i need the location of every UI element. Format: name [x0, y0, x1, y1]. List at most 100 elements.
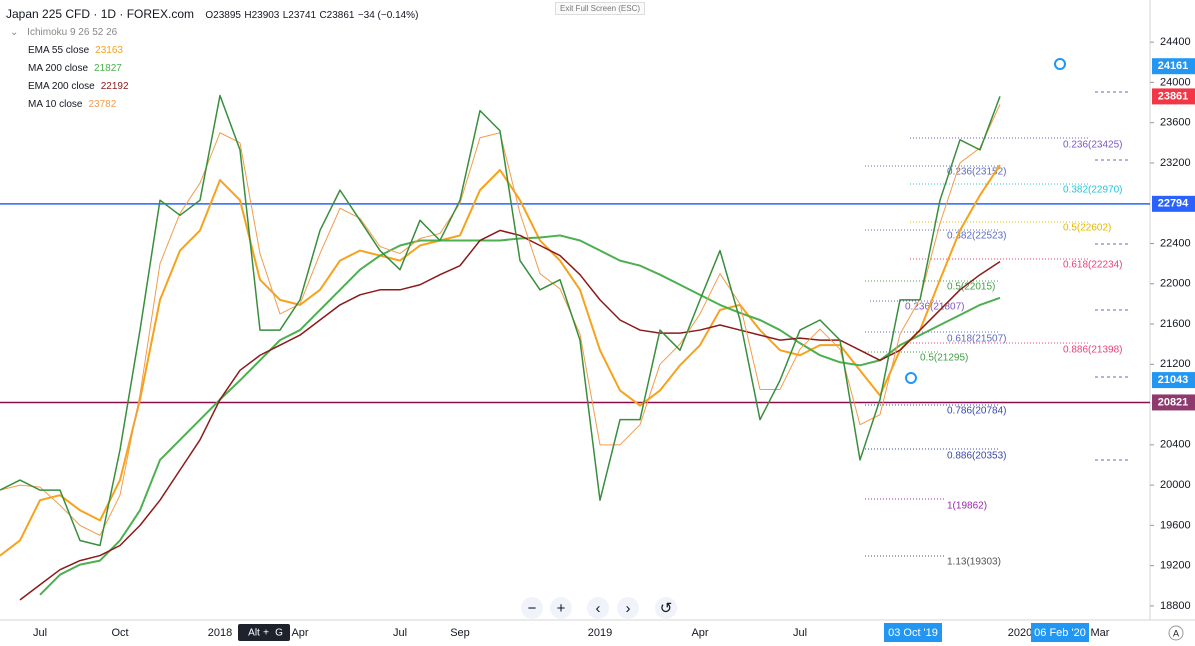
y-tick-label: 23200 [1160, 157, 1191, 169]
shortcut-bg [238, 624, 290, 641]
nav-button-bg [655, 597, 677, 619]
y-tick-label: 19600 [1160, 519, 1191, 531]
nav-button-icon: ↺ [660, 600, 673, 617]
y-tick-label: 20400 [1160, 439, 1191, 451]
x-tick-label: Sep [450, 627, 470, 639]
y-tick-label: 21200 [1160, 358, 1191, 370]
y-tick-label: 20000 [1160, 479, 1191, 491]
crosshair-label: 06 Feb '20 [1034, 627, 1086, 639]
drawing-anchor [1054, 58, 1066, 70]
fib-label: 0.618(21507) [947, 334, 1007, 345]
nav-button-bg [550, 597, 572, 619]
nav-button-icon: › [626, 600, 631, 617]
price-label: 22794 [1158, 198, 1189, 210]
nav-button-bg [617, 597, 639, 619]
study-legend[interactable]: ⌄ Ichimoku 9 26 52 26 [10, 27, 118, 38]
header: Japan 225 CFD · 1D · FOREX.com O23895 H2… [6, 7, 418, 21]
x-tick-label: Apr [291, 627, 308, 639]
legend-name: EMA 55 close [28, 45, 90, 56]
x-tick-label: 2019 [588, 627, 612, 639]
nav-button[interactable]: − [521, 597, 543, 619]
legend-value: 22192 [100, 81, 129, 92]
crosshair-label: 03 Oct '19 [888, 627, 938, 639]
auto-scale-icon: A [1173, 628, 1179, 638]
y-tick-label: 19200 [1160, 560, 1191, 572]
y-tick-label: 18800 [1160, 600, 1191, 612]
shortcut-key: G [275, 628, 283, 639]
fib-label: 0.886(21398) [1063, 345, 1123, 356]
y-tick-label: 24400 [1160, 36, 1191, 48]
fib-label: 0.5(21295) [920, 353, 968, 364]
nav-button[interactable]: › [617, 597, 639, 619]
fib-label: 1(19862) [947, 501, 987, 512]
price-label-bg [1152, 195, 1195, 212]
nav-button-bg [587, 597, 609, 619]
nav-button[interactable]: ↺ [655, 597, 677, 619]
price-label-bg [1152, 372, 1195, 389]
y-tick-label: 21600 [1160, 318, 1191, 330]
nav-button-icon: − [528, 600, 537, 617]
crosshair-label-bg [884, 623, 942, 642]
indicator-line [39, 234, 1001, 596]
y-tick-label: 23600 [1160, 117, 1191, 129]
fib-label: 0.236(21807) [905, 302, 965, 313]
nav-button-bg [521, 597, 543, 619]
quote-close: C23861 [319, 10, 355, 21]
y-tick-label: 24000 [1160, 76, 1191, 88]
auto-scale-button[interactable]: A [1168, 625, 1184, 641]
indicator-line [0, 164, 1001, 557]
legend-value: 21827 [94, 63, 122, 74]
fib-label: 0.5(22602) [1063, 223, 1111, 234]
x-tick-label: Jul [33, 627, 47, 639]
quote-high: H23903 [244, 10, 280, 21]
fib-label: 0.382(22523) [947, 231, 1007, 242]
legend-name: EMA 200 close [28, 81, 95, 92]
price-label: 21043 [1158, 374, 1189, 386]
quote-open: O23895 [205, 10, 241, 21]
fib-label: 0.5(22015) [947, 282, 995, 293]
legend-value: 23782 [88, 99, 117, 110]
quote-change: −34 (−0.14%) [357, 10, 419, 21]
symbol-title: Japan 225 CFD · 1D · FOREX.com [6, 7, 195, 21]
x-tick-label: 2018 [208, 627, 232, 639]
x-tick-label: Jul [393, 627, 407, 639]
fib-label: 1.13(19303) [947, 557, 1001, 568]
price-label-bg [1152, 394, 1195, 411]
nav-button[interactable]: + [550, 597, 572, 619]
nav-button[interactable]: ‹ [587, 597, 609, 619]
y-tick-label: 22400 [1160, 237, 1191, 249]
fib-label: 0.236(23152) [947, 167, 1007, 178]
y-tick-label: 22000 [1160, 278, 1191, 290]
fib-label: 0.236(23425) [1063, 140, 1123, 151]
shortcut-key: + [263, 628, 269, 639]
study-name: Ichimoku 9 26 52 26 [27, 27, 118, 38]
indicator-line [19, 229, 1001, 601]
price-label-bg [1152, 88, 1195, 105]
legend-name: MA 200 close [28, 63, 89, 74]
fib-label: 0.886(20353) [947, 451, 1007, 462]
crosshair-label-bg [1031, 623, 1089, 642]
price-label: 24161 [1158, 60, 1189, 72]
legend-entry[interactable]: MA 10 close 23782 [28, 99, 116, 110]
legend-value: 23163 [95, 45, 123, 56]
x-tick-label: Mar [1091, 627, 1110, 639]
x-tick-label: 2020 [1008, 627, 1032, 639]
price-label: 20821 [1158, 396, 1189, 408]
x-tick-label: Oct [111, 627, 128, 639]
shortcut-key: Alt [248, 628, 260, 639]
x-tick-label: Jul [793, 627, 807, 639]
fib-label: 0.786(20784) [947, 406, 1007, 417]
fib-label: 0.382(22970) [1063, 185, 1123, 196]
auto-scale-bg [1168, 625, 1184, 641]
price-label-bg [1152, 58, 1195, 75]
legend-entry[interactable]: EMA 55 close 23163 [28, 45, 123, 56]
quote-low: L23741 [282, 10, 317, 21]
nav-button-icon: ‹ [596, 600, 601, 617]
nav-button-icon: + [557, 600, 566, 617]
legend-entry[interactable]: EMA 200 close 22192 [28, 81, 129, 92]
legend-entry[interactable]: MA 200 close 21827 [28, 63, 122, 74]
exit-fullscreen[interactable]: Exit Full Screen (ESC) [555, 2, 646, 15]
legend-name: MA 10 close [28, 99, 83, 110]
fib-label: 0.618(22234) [1063, 260, 1123, 271]
